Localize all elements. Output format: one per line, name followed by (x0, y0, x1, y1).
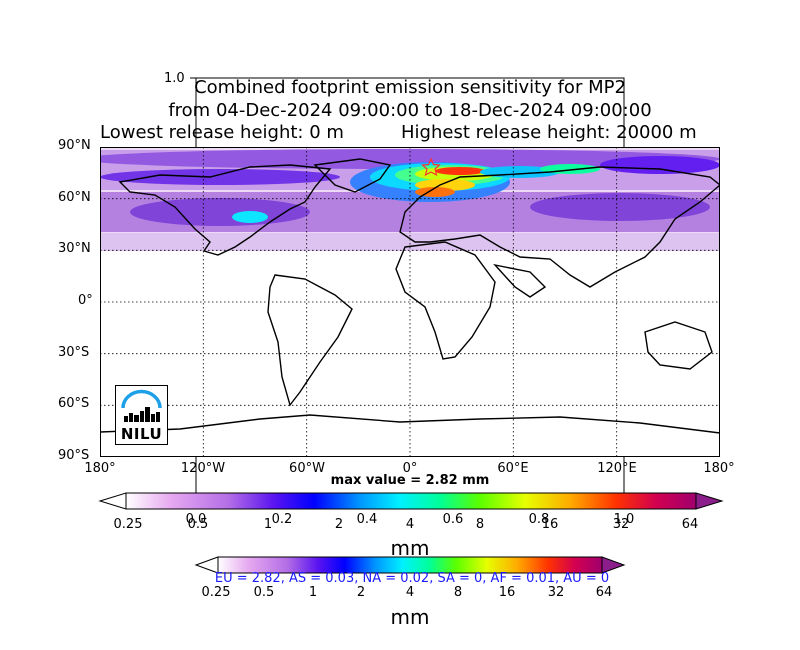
title-highest-release: Highest release height: 20000 m (401, 122, 697, 143)
lat-label-30s: 30°S (58, 345, 90, 360)
lat-label-90n: 90°N (58, 138, 91, 153)
max-value-label: max value = 2.82 mm (330, 473, 490, 488)
background-axis-tick-5: 1.0 (613, 512, 635, 527)
title-line-1: Combined footprint emission sensitivity … (194, 77, 626, 98)
colorbar-tick-0-25: 0.25 (113, 517, 143, 532)
colorbar2-tick-1: 1 (308, 585, 318, 600)
background-axis-tick-1: 0.2 (271, 512, 293, 527)
title-lowest-release: Lowest release height: 0 m (100, 122, 344, 143)
lat-label-60n: 60°N (58, 190, 91, 205)
lon-label-120w: 120°W (180, 461, 226, 476)
colorbar-tick-32: 32 (612, 517, 630, 532)
colorbar2-tick-8: 8 (453, 585, 463, 600)
map-gridlines (100, 147, 720, 457)
colorbar-tick-0-5: 0.5 (187, 517, 209, 532)
world-map (100, 147, 720, 457)
colorbar-main (98, 492, 724, 510)
colorbar-tick-16: 16 (541, 517, 559, 532)
colorbar-tick-4: 4 (405, 517, 415, 532)
lat-label-60s: 60°S (58, 396, 90, 411)
background-axis-tick-4: 0.8 (528, 512, 550, 527)
colorbar-secondary (194, 556, 626, 574)
nilu-logo: NILU (115, 385, 168, 445)
colorbar2-tick-16: 16 (498, 585, 516, 600)
colorbar-tick-1: 1 (263, 517, 273, 532)
colorbar-tick-64: 64 (681, 517, 699, 532)
lon-label-60w: 60°W (289, 461, 325, 476)
release-site-star-icon (421, 157, 441, 177)
colorbar2-tick-2: 2 (356, 585, 366, 600)
background-axis-top-tick: 1.0 (164, 71, 185, 86)
colorbar-tick-8: 8 (475, 517, 485, 532)
colorbar2-tick-0-25: 0.25 (201, 585, 231, 600)
background-axis-tick-3: 0.6 (442, 512, 464, 527)
title-line-2: from 04-Dec-2024 09:00:00 to 18-Dec-2024… (168, 100, 652, 121)
lon-label-180e: 180° (703, 461, 735, 476)
lat-label-equator: 0° (78, 293, 93, 308)
lon-label-180w: 180° (84, 461, 116, 476)
colorbar2-tick-64: 64 (595, 585, 613, 600)
region-stats-text: EU = 2.82, AS = 0.03, NA = 0.02, SA = 0,… (214, 571, 610, 586)
lon-label-120e: 120°E (597, 461, 637, 476)
lat-label-90s: 90°S (58, 448, 90, 463)
background-axis-tick-0: 0.0 (185, 512, 207, 527)
colorbar2-tick-4: 4 (405, 585, 415, 600)
lon-label-0: 0° (402, 461, 418, 476)
colorbar-main-unit: mm (390, 536, 430, 560)
lat-label-30n: 30°N (58, 241, 91, 256)
background-axis-tick-2: 0.4 (356, 512, 378, 527)
colorbar2-tick-0-5: 0.5 (253, 585, 275, 600)
coastlines (100, 158, 720, 434)
colorbar2-tick-32: 32 (547, 585, 565, 600)
nilu-logo-text: NILU (120, 425, 163, 443)
nilu-logo-icon (121, 389, 162, 422)
colorbar-tick-2: 2 (334, 517, 344, 532)
lon-label-60e: 60°E (497, 461, 529, 476)
colorbar-secondary-unit: mm (390, 605, 430, 629)
